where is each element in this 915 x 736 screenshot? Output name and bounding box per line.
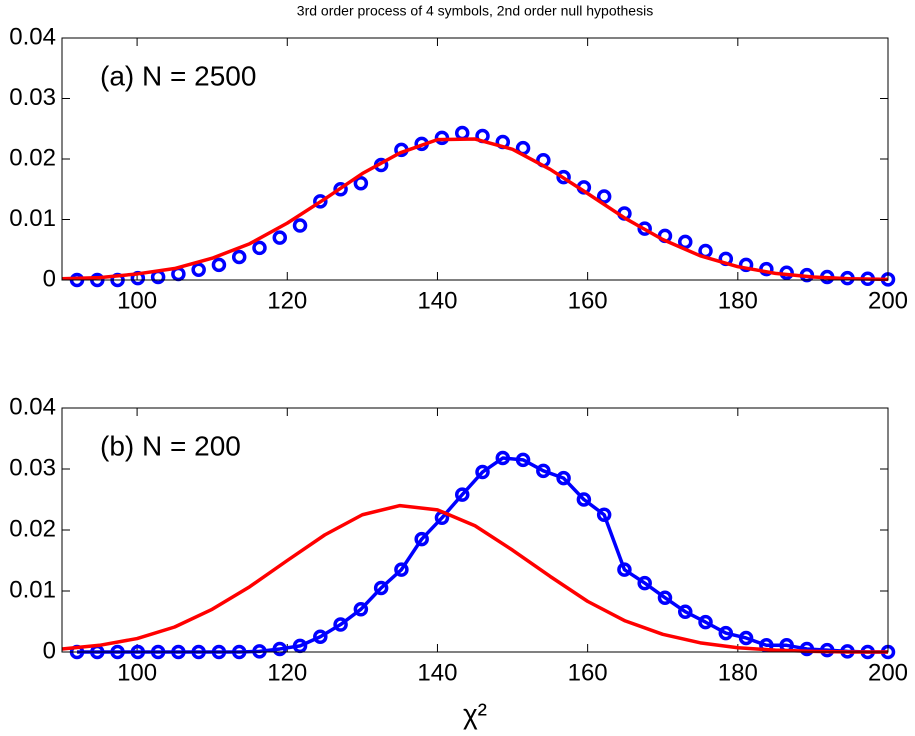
marker: [292, 638, 308, 654]
y-tick-label: 0.03: [9, 84, 56, 111]
x-tick-label: 180: [718, 287, 758, 314]
x-tick-label: 180: [718, 659, 758, 686]
marker: [394, 562, 409, 577]
marker: [657, 590, 673, 605]
y-tick-label: 0: [43, 265, 56, 292]
y-tick-label: 0.02: [9, 515, 56, 542]
marker: [556, 470, 571, 486]
marker: [272, 230, 288, 245]
axes-box: [61, 37, 889, 281]
marker: [495, 450, 511, 466]
marker: [617, 562, 632, 577]
marker: [414, 531, 429, 547]
x-axis-label: χ²: [463, 698, 487, 729]
x-tick-label: 140: [417, 287, 457, 314]
plot-area: [62, 408, 888, 652]
series-line: [61, 137, 889, 282]
marker: [191, 262, 206, 277]
annotation: (a) N = 2500: [100, 60, 256, 91]
x-tick-label: 200: [868, 659, 908, 686]
marker: [292, 218, 308, 233]
marker: [738, 257, 754, 273]
marker: [373, 580, 389, 596]
y-tick-label: 0: [43, 637, 56, 664]
annotation: (b) N = 200: [100, 430, 241, 461]
marker: [637, 575, 652, 591]
marker: [596, 507, 612, 522]
marker: [799, 641, 815, 657]
marker: [313, 629, 328, 644]
plot-area: [62, 38, 888, 280]
marker: [596, 189, 612, 204]
y-tick-label: 0.01: [9, 205, 56, 232]
marker: [353, 175, 369, 191]
marker: [272, 641, 288, 657]
marker: [353, 602, 369, 617]
x-tick-label: 120: [267, 287, 307, 314]
marker: [576, 492, 592, 507]
marker: [637, 221, 652, 236]
x-tick-label: 160: [568, 287, 608, 314]
y-tick-label: 0.03: [9, 454, 56, 481]
marker: [515, 452, 531, 468]
marker: [678, 604, 693, 619]
x-tick-label: 200: [868, 287, 908, 314]
marker: [738, 630, 754, 646]
marker: [252, 240, 267, 256]
marker: [454, 487, 470, 502]
y-tick-label: 0.04: [9, 23, 56, 50]
x-tick-label: 120: [267, 659, 307, 686]
x-tick-label: 100: [117, 659, 157, 686]
marker: [333, 617, 348, 632]
x-tick-label: 100: [117, 287, 157, 314]
y-tick-label: 0.02: [9, 144, 56, 171]
marker: [536, 463, 551, 479]
marker: [211, 257, 227, 273]
marker: [231, 249, 247, 265]
y-tick-label: 0.01: [9, 576, 56, 603]
marker: [475, 464, 490, 480]
marker: [252, 644, 267, 659]
marker: [556, 169, 571, 185]
marker: [313, 194, 328, 209]
axes-box: [61, 407, 889, 653]
marker: [718, 625, 734, 641]
marker: [333, 182, 348, 197]
x-tick-label: 160: [568, 659, 608, 686]
series-line: [61, 503, 888, 654]
x-tick-label: 140: [417, 659, 457, 686]
chart-title: 3rd order process of 4 symbols, 2nd orde…: [297, 3, 653, 19]
marker: [698, 614, 713, 630]
y-tick-label: 0.04: [9, 393, 56, 420]
